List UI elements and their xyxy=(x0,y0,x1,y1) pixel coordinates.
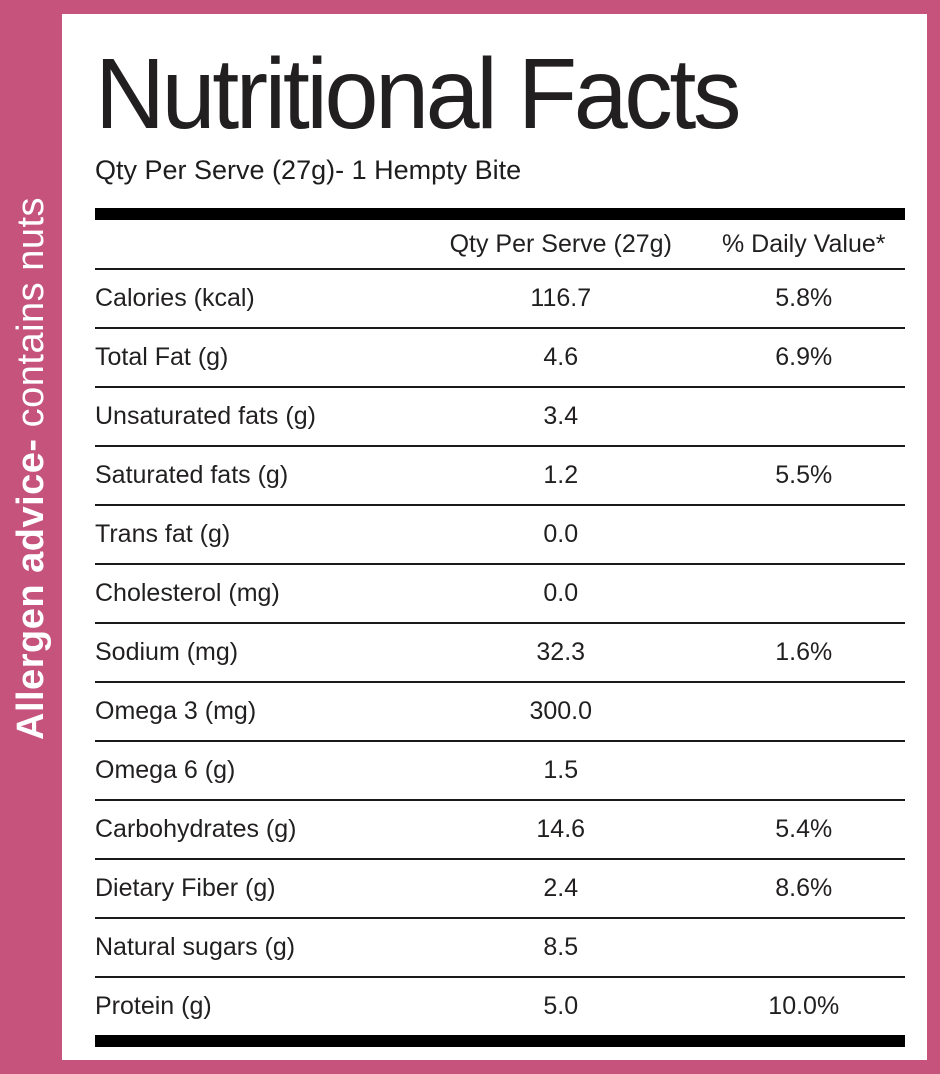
nutrient-daily-value xyxy=(702,564,905,624)
nutrient-label: Carbohydrates (g) xyxy=(95,800,419,860)
nutrient-qty-value: 116.7 xyxy=(419,269,703,329)
nutrient-qty-value: 5.0 xyxy=(543,992,579,1020)
serving-subtitle: Qty Per Serve (27g)- 1 Hempty Bite xyxy=(95,155,522,185)
nutrient-daily-value xyxy=(702,505,905,565)
header-cell-daily-value: % Daily Value* xyxy=(702,220,905,270)
table-row: Omega 3 (mg) 300.0 xyxy=(95,682,905,742)
nutrient-qty-value: 32.3 xyxy=(419,623,703,683)
nutrient-daily-value xyxy=(702,682,905,742)
nutrient-label: Cholesterol (mg) xyxy=(95,564,419,624)
nutrient-label: Total Fat (g) xyxy=(95,328,419,388)
header-row: Qty Per Serve (27g) % Daily Value* xyxy=(95,220,905,270)
nutrient-daily-value xyxy=(702,918,905,978)
nutrient-daily-value: 10.0% xyxy=(768,992,840,1020)
nutrient-label: Omega 3 (mg) xyxy=(95,682,419,742)
table-row: Protein (g) 5.0 10.0% xyxy=(95,977,905,1035)
nutrient-qty-value: 3.4 xyxy=(419,387,703,447)
nutrient-qty-value: 1.2 xyxy=(419,446,703,506)
allergen-banner-regular-text: contains nuts xyxy=(10,196,52,439)
header-cell-empty xyxy=(95,220,419,270)
nutrient-qty-value: 1.5 xyxy=(419,741,703,801)
nutrient-daily-value: 5.4% xyxy=(702,800,905,860)
nutrient-daily-value: 6.9% xyxy=(702,328,905,388)
nutrient-qty-value: 0.0 xyxy=(419,564,703,624)
nutrient-qty-value: 0.0 xyxy=(419,505,703,565)
table-row: Trans fat (g) 0.0 xyxy=(95,505,905,565)
nutrition-label-content: Nutritional Facts Qty Per Serve (27g)- 1… xyxy=(95,14,905,1047)
nutrient-label: Natural sugars (g) xyxy=(95,918,419,978)
nutrient-daily-value: 5.5% xyxy=(702,446,905,506)
nutrient-qty-value: 2.4 xyxy=(419,859,703,919)
nutrient-label: Omega 6 (g) xyxy=(95,741,419,801)
nutrient-label: Protein (g) xyxy=(95,992,212,1020)
nutrient-daily-value: 5.8% xyxy=(702,269,905,329)
table-row: Natural sugars (g) 8.5 xyxy=(95,918,905,978)
nutrient-label: Sodium (mg) xyxy=(95,623,419,683)
nutrient-daily-value xyxy=(702,387,905,447)
nutrient-qty-value: 300.0 xyxy=(419,682,703,742)
nutrient-qty-value: 4.6 xyxy=(419,328,703,388)
allergen-banner-bold-text: Allergen advice- xyxy=(10,438,52,740)
nutrient-qty-value: 8.5 xyxy=(419,918,703,978)
table-row: Cholesterol (mg) 0.0 xyxy=(95,564,905,624)
table-row: Saturated fats (g) 1.2 5.5% xyxy=(95,446,905,506)
nutrient-daily-value: 8.6% xyxy=(702,859,905,919)
nutrient-label: Unsaturated fats (g) xyxy=(95,387,419,447)
nutrition-label-panel: Nutritional Facts Qty Per Serve (27g)- 1… xyxy=(62,14,927,1060)
table-row: Omega 6 (g) 1.5 xyxy=(95,741,905,801)
table-top-bar xyxy=(95,208,905,220)
nutrient-label: Calories (kcal) xyxy=(95,269,419,329)
header-cell-qty-per-serve: Qty Per Serve (27g) xyxy=(419,220,703,270)
table-row: Sodium (mg) 32.3 1.6% xyxy=(95,623,905,683)
page-title: Nutritional Facts xyxy=(95,38,741,150)
table-row: Carbohydrates (g) 14.6 5.4% xyxy=(95,800,905,860)
nutrient-qty-value: 14.6 xyxy=(419,800,703,860)
table-row: Unsaturated fats (g) 3.4 xyxy=(95,387,905,447)
nutrient-label: Trans fat (g) xyxy=(95,505,419,565)
nutrition-table-body: Calories (kcal) 116.7 5.8% Total Fat (g)… xyxy=(95,269,905,1035)
table-row: Calories (kcal) 116.7 5.8% xyxy=(95,269,905,329)
nutrition-table: Qty Per Serve (27g) % Daily Value* Calor… xyxy=(95,220,905,1035)
table-row: Total Fat (g) 4.6 6.9% xyxy=(95,328,905,388)
nutrient-daily-value xyxy=(702,741,905,801)
nutrient-daily-value: 1.6% xyxy=(702,623,905,683)
nutrient-label: Dietary Fiber (g) xyxy=(95,859,419,919)
nutrient-label: Saturated fats (g) xyxy=(95,446,419,506)
allergen-banner: Allergen advice- contains nuts xyxy=(9,197,53,740)
table-row: Dietary Fiber (g) 2.4 8.6% xyxy=(95,859,905,919)
nutrition-table-header: Qty Per Serve (27g) % Daily Value* xyxy=(95,220,905,270)
table-bottom-bar xyxy=(95,1035,905,1047)
